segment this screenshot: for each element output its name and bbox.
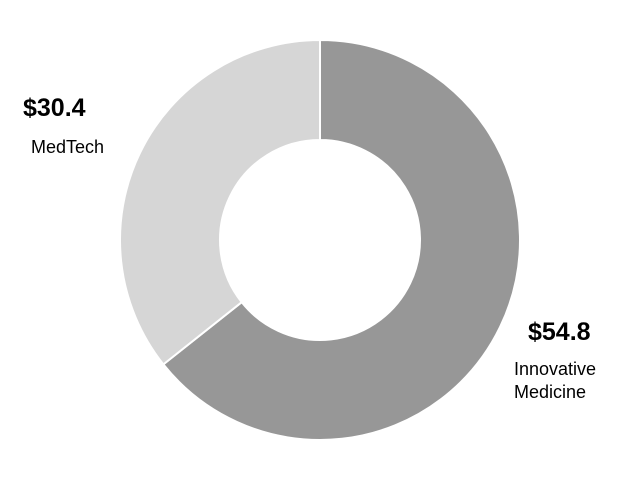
donut-slice-innovative-medicine [161, 38, 521, 441]
category-label-medtech: MedTech [31, 137, 105, 157]
value-label-medtech: $30.4 [23, 94, 86, 122]
category-label-innovative-medicine: Innovative Medicine [514, 359, 597, 402]
value-label-innovative-medicine: $54.8 [528, 318, 591, 346]
donut-slice-medtech [119, 38, 321, 366]
